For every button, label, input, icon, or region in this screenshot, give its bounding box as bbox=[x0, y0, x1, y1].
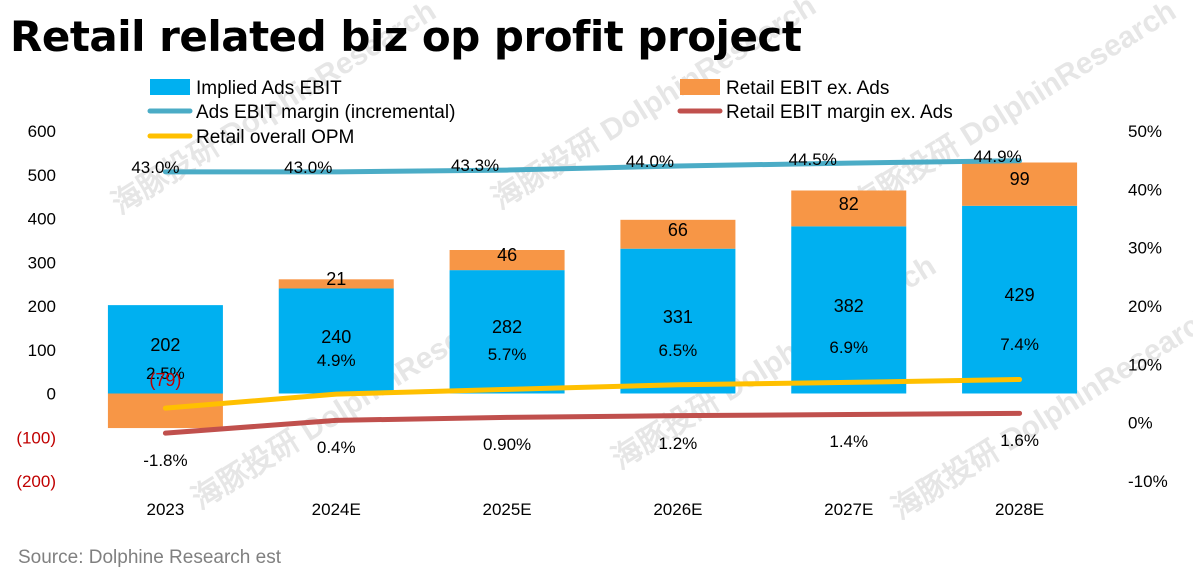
x-tick-label: 2025E bbox=[482, 500, 531, 519]
y-left-tick-label: 200 bbox=[28, 297, 56, 316]
chart-title: Retail related biz op profit project bbox=[10, 12, 802, 61]
data-label-ads-ebit-margin: 43.0% bbox=[284, 158, 332, 177]
y-left-tick-label: 0 bbox=[47, 385, 56, 404]
data-label-retail-ebit-margin: 1.2% bbox=[659, 434, 698, 453]
data-label-retail-ebit-ex-ads: 66 bbox=[668, 220, 688, 240]
legend-label: Ads EBIT margin (incremental) bbox=[196, 102, 455, 123]
y-left-tick-label: 400 bbox=[28, 210, 56, 229]
bar-retail-ebit-ex-ads bbox=[449, 250, 565, 271]
y-right-tick-label: 10% bbox=[1128, 355, 1162, 374]
bar-retail-ebit-ex-ads bbox=[791, 190, 907, 227]
y-left-tick-label: 300 bbox=[28, 253, 56, 272]
bar-retail-ebit-ex-ads bbox=[278, 279, 394, 289]
bar-implied-ads-ebit bbox=[278, 288, 394, 394]
data-label-retail-ebit-ex-ads: 21 bbox=[326, 269, 346, 289]
data-label-retail-ebit-ex-ads: (79) bbox=[149, 370, 181, 390]
data-label-retail-ebit-ex-ads: 46 bbox=[497, 245, 517, 265]
y-left-tick-label: (200) bbox=[16, 472, 56, 491]
x-tick-label: 2028E bbox=[995, 500, 1044, 519]
data-label-retail-ebit-margin: 0.90% bbox=[483, 435, 531, 454]
data-label-implied-ads-ebit: 429 bbox=[1005, 285, 1035, 305]
data-label-retail-ebit-margin: -1.8% bbox=[143, 451, 187, 470]
bar-retail-ebit-ex-ads bbox=[962, 162, 1078, 206]
legend-swatch bbox=[680, 79, 720, 95]
data-label-retail-overall-opm: 2.5% bbox=[146, 364, 185, 383]
y-right-tick-label: 50% bbox=[1128, 122, 1162, 141]
data-label-retail-ebit-margin: 1.6% bbox=[1000, 431, 1039, 450]
data-label-retail-ebit-ex-ads: 99 bbox=[1010, 169, 1030, 189]
data-label-ads-ebit-margin: 43.3% bbox=[451, 156, 499, 175]
y-left-tick-label: (100) bbox=[16, 428, 56, 447]
bar-implied-ads-ebit bbox=[962, 205, 1078, 394]
bar-implied-ads-ebit bbox=[791, 226, 907, 394]
line-ads-ebit-margin bbox=[162, 158, 1023, 175]
x-tick-label: 2023 bbox=[147, 500, 185, 519]
bar-retail-ebit-ex-ads bbox=[107, 393, 223, 429]
axes: (200) (100) 0 100 200 300 400 500 600 -10% 0% 10% 20… bbox=[16, 122, 1167, 519]
x-tick-label: 2026E bbox=[653, 500, 702, 519]
line-retail-ebit-margin bbox=[162, 410, 1023, 436]
data-label-ads-ebit-margin: 43.0% bbox=[131, 158, 179, 177]
y-right-tick-label: 20% bbox=[1128, 297, 1162, 316]
data-label-implied-ads-ebit: 331 bbox=[663, 307, 693, 327]
y-right-tick-label: 30% bbox=[1128, 239, 1162, 258]
data-label-retail-overall-opm: 4.9% bbox=[317, 351, 356, 370]
data-label-retail-overall-opm: 5.7% bbox=[488, 345, 527, 364]
data-label-retail-ebit-ex-ads: 82 bbox=[839, 194, 859, 214]
legend-label: Retail EBIT ex. Ads bbox=[726, 78, 889, 99]
data-label-implied-ads-ebit: 382 bbox=[834, 296, 864, 316]
data-labels: 202 2.5%(79) -1.8% 43.0% 240 4.9% 21 0.4% 43.0% 2… bbox=[131, 147, 1039, 470]
bars bbox=[107, 162, 1078, 429]
data-label-retail-overall-opm: 6.5% bbox=[659, 341, 698, 360]
data-label-retail-ebit-margin: 0.4% bbox=[317, 438, 356, 457]
legend: Implied Ads EBIT Retail EBIT ex. Ads Ads E… bbox=[147, 78, 953, 148]
x-tick-label: 2027E bbox=[824, 500, 873, 519]
data-label-ads-ebit-margin: 44.9% bbox=[973, 147, 1021, 166]
data-label-retail-overall-opm: 7.4% bbox=[1000, 335, 1039, 354]
legend-label: Implied Ads EBIT bbox=[196, 78, 342, 99]
data-label-implied-ads-ebit: 282 bbox=[492, 317, 522, 337]
data-label-ads-ebit-margin: 44.5% bbox=[789, 150, 837, 169]
lines bbox=[162, 158, 1023, 436]
bar-retail-ebit-ex-ads bbox=[620, 219, 736, 249]
y-left-tick-label: 100 bbox=[28, 341, 56, 360]
data-label-retail-overall-opm: 6.9% bbox=[829, 338, 868, 357]
data-label-ads-ebit-margin: 44.0% bbox=[626, 152, 674, 171]
y-right-tick-label: -10% bbox=[1128, 472, 1168, 491]
y-right-tick-label: 40% bbox=[1128, 180, 1162, 199]
data-label-retail-ebit-margin: 1.4% bbox=[829, 432, 868, 451]
bar-implied-ads-ebit bbox=[449, 270, 565, 394]
legend-swatch bbox=[150, 79, 190, 95]
data-label-implied-ads-ebit: 240 bbox=[321, 327, 351, 347]
legend-label: Retail overall OPM bbox=[196, 127, 354, 148]
y-left-tick-label: 500 bbox=[28, 166, 56, 185]
data-label-implied-ads-ebit: 202 bbox=[150, 335, 180, 355]
y-right-tick-label: 0% bbox=[1128, 414, 1153, 433]
bar-implied-ads-ebit bbox=[620, 248, 736, 394]
bar-implied-ads-ebit bbox=[107, 305, 223, 394]
y-left-tick-label: 600 bbox=[28, 122, 56, 141]
line-retail-overall-opm bbox=[162, 377, 1023, 411]
source-note: Source: Dolphine Research est bbox=[18, 547, 281, 568]
legend-label: Retail EBIT margin ex. Ads bbox=[726, 102, 953, 123]
x-tick-label: 2024E bbox=[312, 500, 361, 519]
